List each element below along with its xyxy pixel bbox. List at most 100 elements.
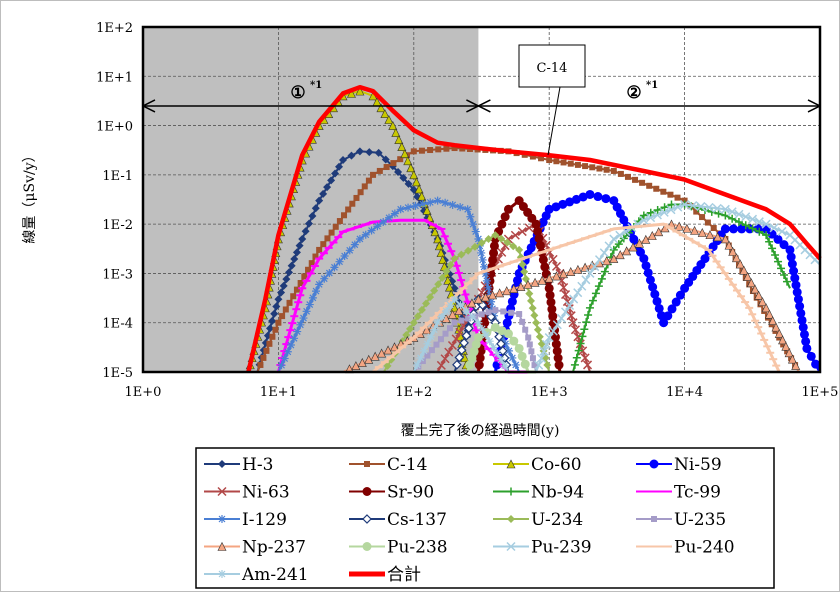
callout-leader-line [547,86,561,156]
data-point [480,292,490,302]
data-point [746,278,756,288]
data-point [777,264,786,273]
data-point [504,346,513,355]
data-point [457,250,466,259]
data-point [448,309,458,319]
data-point [319,189,328,198]
data-point [447,340,457,351]
data-point [384,114,394,124]
data-point [422,299,431,308]
data-point [295,241,304,250]
data-point [361,230,370,239]
data-point [714,209,723,218]
data-point [290,293,297,300]
data-point [791,280,801,290]
data-point [510,230,520,240]
data-point [728,246,738,256]
data-point [357,357,367,367]
data-point [373,222,382,231]
data-point [509,284,519,294]
data-point [601,194,611,204]
data-point [433,234,443,244]
legend-item: Nb-94 [493,483,584,503]
data-point [646,208,655,217]
data-point [582,318,591,327]
data-point [748,224,757,233]
data-point [811,359,821,369]
data-point [509,242,518,251]
data-point [548,254,558,264]
data-point [442,330,449,337]
data-point [471,339,481,349]
data-point [462,306,471,315]
data-point [312,253,319,260]
data-point [771,322,781,332]
data-point [729,224,739,234]
data-point [441,198,450,207]
data-point [734,209,744,219]
data-point [544,333,554,343]
data-point [416,353,425,362]
data-point [594,255,605,265]
data-point [771,251,780,260]
data-point [430,325,439,334]
data-point [357,189,364,196]
data-point [268,317,277,326]
data-point [488,290,498,300]
legend-marker [362,487,372,496]
data-point [546,157,553,164]
data-point [615,250,625,260]
data-point [458,317,465,324]
data-point [667,191,674,198]
data-point [305,219,314,228]
data-point [580,353,590,363]
data-point [735,259,745,269]
legend-label: U-235 [674,510,726,530]
data-point [299,314,308,323]
data-point [650,289,660,299]
data-point [390,342,399,352]
data-point [272,326,279,333]
x-tick-label: 1E+4 [666,385,703,400]
data-point [500,361,509,370]
data-point [743,271,753,281]
data-point [528,304,537,313]
data-point [478,324,487,333]
legend-marker [362,542,372,551]
data-point [355,86,365,96]
data-point [548,311,558,321]
y-tick-label: 1E-5 [102,366,133,381]
data-point [710,225,717,232]
data-point [525,289,534,298]
data-point [594,282,603,291]
data-point [290,255,299,264]
data-point [554,360,564,370]
data-point [582,163,589,170]
data-point [646,182,653,189]
data-point [340,251,349,260]
data-point [454,352,465,363]
data-point [287,261,296,270]
data-point [277,361,286,370]
data-point [526,341,533,348]
data-point [434,280,443,289]
data-point [404,203,413,212]
data-point [496,338,506,349]
data-point [517,227,527,237]
data-point [444,347,454,357]
data-point [801,336,811,346]
data-point [302,307,311,316]
data-point [350,240,359,249]
data-point [544,204,554,214]
data-point [448,200,457,209]
data-point [485,337,494,346]
y-tick-label: 1E+0 [96,120,133,135]
data-point [446,261,455,270]
data-point [297,280,304,287]
data-point [327,176,336,185]
data-point [518,260,527,269]
data-point [301,227,310,236]
data-point [654,227,664,237]
legend-item: Tc-99 [636,483,721,503]
data-point [503,238,512,247]
